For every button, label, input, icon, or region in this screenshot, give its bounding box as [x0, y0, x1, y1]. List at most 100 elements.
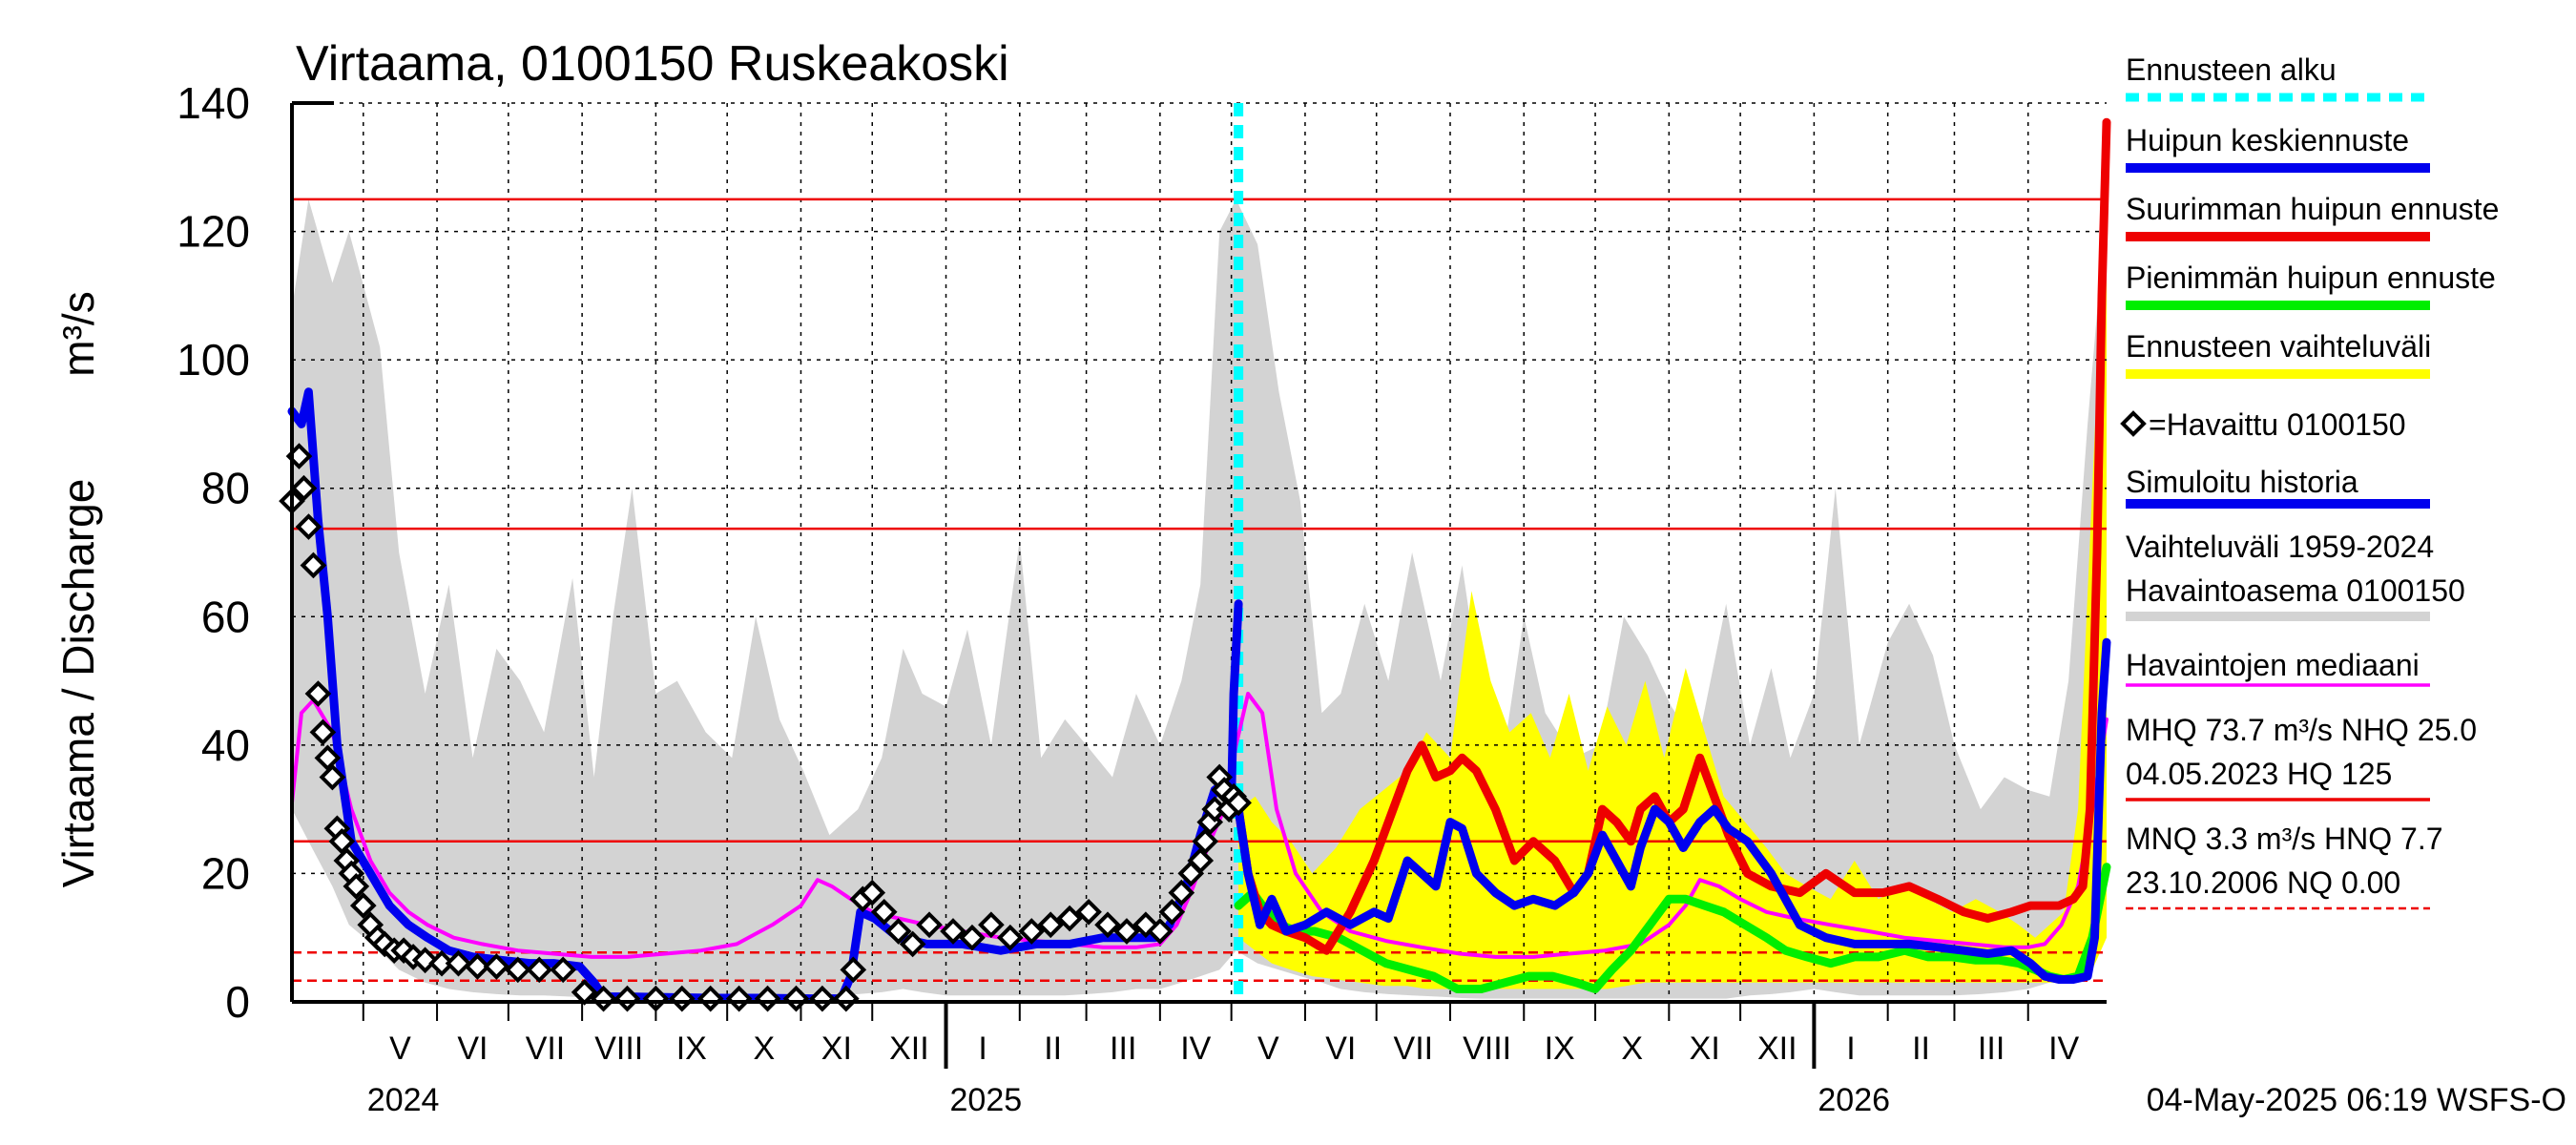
observed-marker: [349, 892, 377, 919]
observed-marker: [809, 985, 836, 1012]
legend-label: MNQ 3.3 m³/s HNQ 7.7: [2126, 822, 2443, 856]
observed-marker: [1018, 918, 1046, 945]
observed-marker: [840, 956, 867, 984]
x-month-label: IX: [676, 1030, 707, 1067]
observed-marker: [754, 985, 781, 1012]
x-month-label: VI: [457, 1030, 488, 1067]
observed-marker: [613, 985, 641, 1012]
x-month-label: XII: [1757, 1030, 1797, 1067]
y-tick-label: 60: [201, 592, 250, 641]
x-month-label: XI: [821, 1030, 852, 1067]
observed-marker: [1187, 847, 1215, 874]
observed-marker: [859, 879, 886, 906]
legend-label: Ennusteen alku: [2126, 52, 2337, 87]
y-tick-label: 0: [225, 977, 250, 1027]
legend-label-line2: 04.05.2023 HQ 125: [2126, 757, 2392, 791]
observed-marker: [290, 474, 318, 502]
x-year-label: 2026: [1818, 1082, 1890, 1118]
observed-marker: [328, 827, 356, 855]
legend-label: Pienimmän huipun ennuste: [2126, 260, 2496, 295]
x-month-label: I: [1846, 1030, 1855, 1067]
x-year-label: 2024: [367, 1082, 440, 1118]
observed-marker: [300, 552, 327, 579]
x-month-label: III: [1978, 1030, 2005, 1067]
observed-marker: [483, 953, 510, 980]
grid: [292, 102, 2107, 1002]
y-axis-label: Virtaama / Discharge: [53, 479, 103, 888]
max-peak-forecast-line: [1234, 117, 2111, 955]
x-month-label: III: [1110, 1030, 1136, 1067]
y-axis-unit: m³/s: [53, 291, 103, 376]
legend-label-line2: 23.10.2006 NQ 0.00: [2126, 865, 2400, 900]
legend-label: Simuloitu historia: [2126, 465, 2358, 499]
observed-marker: [1113, 918, 1140, 945]
y-tick-label: 20: [201, 848, 250, 898]
observed-marker: [1192, 827, 1219, 855]
legend-label: Suurimman huipun ennuste: [2126, 192, 2499, 226]
x-month-label: X: [1621, 1030, 1643, 1067]
y-tick-label: 140: [177, 78, 250, 128]
x-month-label: XII: [889, 1030, 929, 1067]
observed-marker: [725, 985, 753, 1012]
x-month-label: V: [389, 1030, 411, 1067]
x-month-label: IV: [2048, 1030, 2079, 1067]
observed-marker: [959, 924, 986, 951]
observed-marker: [916, 911, 943, 939]
observed-marker: [1075, 898, 1102, 926]
legend-marker-observed: [2120, 410, 2147, 437]
observed-marker: [978, 911, 1005, 939]
legend: Ennusteen alku Huipun keskiennuste Suurimm…: [2120, 52, 2499, 910]
x-year-label: 2025: [950, 1082, 1023, 1118]
x-month-label: VI: [1325, 1030, 1356, 1067]
x-month-label: II: [1044, 1030, 1062, 1067]
x-month-label: VIII: [594, 1030, 643, 1067]
x-month-label: X: [753, 1030, 775, 1067]
observed-markers: [279, 443, 1252, 1012]
observed-marker: [590, 985, 617, 1012]
observed-marker: [1168, 879, 1195, 906]
x-month-label: IX: [1545, 1030, 1575, 1067]
x-month-label: VII: [526, 1030, 566, 1067]
observed-marker: [411, 947, 439, 974]
legend-label: =Havaittu 0100150: [2149, 407, 2406, 442]
observed-marker: [1056, 905, 1083, 932]
observed-marker: [1037, 911, 1065, 939]
observed-marker: [464, 953, 491, 980]
observed-marker: [314, 744, 342, 772]
observed-marker: [304, 680, 332, 707]
x-month-label: VII: [1394, 1030, 1434, 1067]
observed-marker: [343, 873, 370, 900]
observed-marker: [899, 930, 926, 958]
mean-peak-forecast-line: [1234, 637, 2111, 984]
x-month-label: II: [1912, 1030, 1930, 1067]
y-tick-label: 40: [201, 720, 250, 770]
chart-title: Virtaama, 0100150 Ruskeakoski: [296, 36, 1009, 92]
observed-marker: [309, 718, 337, 746]
y-tick-label: 80: [201, 464, 250, 513]
x-month-label: IV: [1180, 1030, 1211, 1067]
observed-marker: [1225, 789, 1252, 817]
x-month-label: V: [1257, 1030, 1279, 1067]
min-peak-forecast-line: [1234, 863, 2111, 993]
legend-label: Havaintojen mediaani: [2126, 648, 2420, 682]
x-month-label: I: [978, 1030, 987, 1067]
observed-marker: [1158, 898, 1186, 926]
footer-timestamp: 04-May-2025 06:19 WSFS-O: [2147, 1082, 2566, 1118]
observed-marker: [295, 513, 322, 540]
observed-marker: [696, 985, 724, 1012]
x-month-label: XI: [1690, 1030, 1720, 1067]
observed-marker: [526, 956, 553, 984]
observed-marker: [1094, 911, 1121, 939]
observed-marker: [319, 763, 346, 791]
legend-label: Vaihteluväli 1959-2024: [2126, 530, 2434, 564]
legend-label: Huipun keskiennuste: [2126, 123, 2409, 157]
observed-marker: [668, 985, 696, 1012]
observed-marker: [1147, 918, 1174, 945]
observed-marker: [445, 949, 472, 977]
legend-label: Ennusteen vaihteluväli: [2126, 329, 2431, 364]
x-month-label: VIII: [1463, 1030, 1511, 1067]
forecast-range-band: [1238, 167, 2107, 989]
observed-marker: [504, 956, 531, 984]
